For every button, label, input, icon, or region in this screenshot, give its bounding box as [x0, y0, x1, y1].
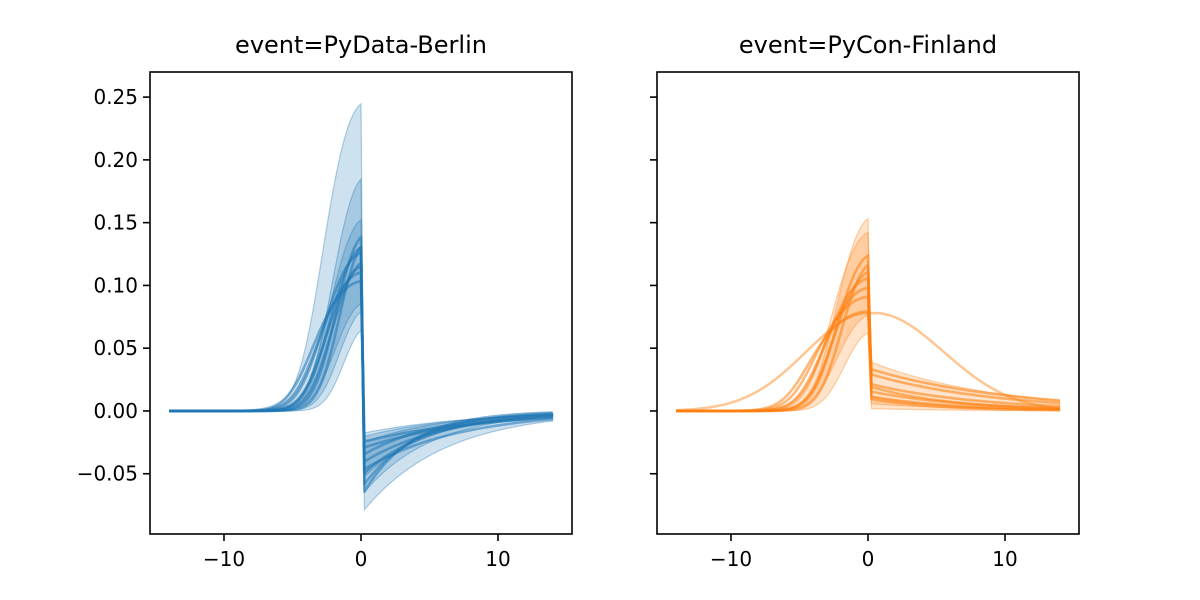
panel-title-pydata-berlin: event=PyData-Berlin [235, 31, 487, 59]
axes-frame-pycon-finland [656, 71, 1080, 535]
series-line-8 [169, 251, 553, 443]
plot-marks [169, 102, 554, 512]
y-axis-right [650, 96, 657, 475]
plot-marks [676, 217, 1061, 413]
axes-frame-pydata-berlin [149, 71, 573, 535]
y-tick-label: 0.05 [93, 336, 138, 360]
y-tick-label: 0.15 [93, 211, 138, 235]
y-tick-label: 0.20 [93, 148, 138, 172]
x-axis-pycon-finland: −10 0 10 [710, 534, 1018, 571]
y-tick-label: 0.00 [93, 399, 138, 423]
x-tick-label: 10 [992, 547, 1017, 571]
x-axis-pydata-berlin: −10 0 10 [203, 534, 511, 571]
y-tick-label: 0.10 [93, 273, 138, 297]
x-tick-label: −10 [710, 547, 752, 571]
x-tick-label: 0 [355, 547, 368, 571]
y-tick-label: −0.05 [77, 462, 138, 486]
x-tick-label: −10 [203, 547, 245, 571]
y-tick-label: 0.25 [93, 85, 138, 109]
plot-area-pydata-berlin [169, 102, 554, 512]
x-tick-label: 0 [862, 547, 875, 571]
panel-pycon-finland: event=PyCon-Finland −10 0 10 [650, 31, 1080, 571]
panel-pydata-berlin: event=PyData-Berlin −0.05 0.00 0.05 0.10 0.1… [77, 31, 573, 571]
series-line-7 [676, 309, 1060, 413]
plot-area-pycon-finland [676, 217, 1061, 413]
x-tick-label: 10 [485, 547, 510, 571]
panel-title-pycon-finland: event=PyCon-Finland [739, 31, 997, 59]
y-axis-left: −0.05 0.00 0.05 0.10 0.15 0.20 0.25 [77, 85, 150, 486]
